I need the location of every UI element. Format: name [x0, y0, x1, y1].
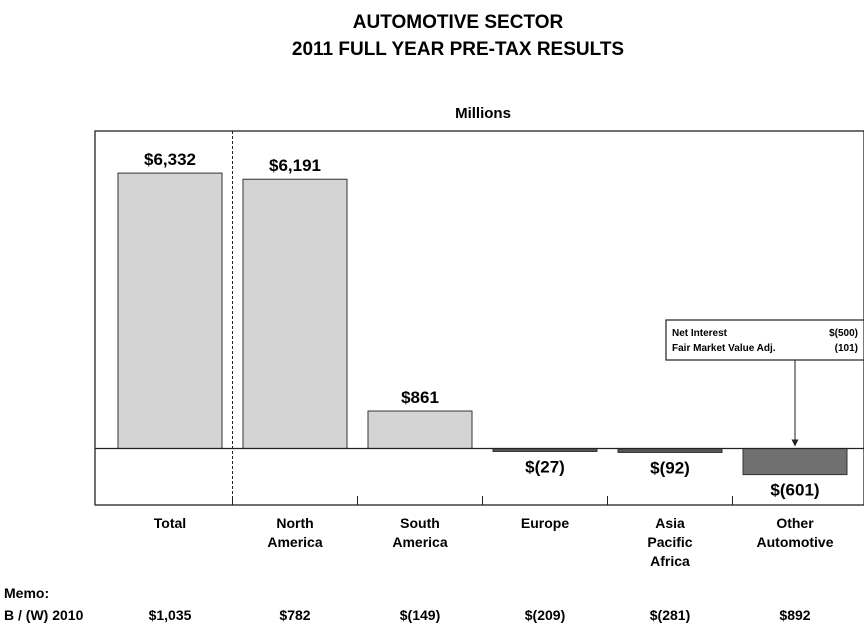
bar-value-label: $(92) — [650, 458, 690, 477]
memo-value: $(209) — [525, 607, 565, 623]
category-label: Other — [776, 515, 814, 531]
category-labels-layer: Total North America South America Europe Asia P… — [154, 515, 834, 569]
memo-label: Memo: — [4, 585, 49, 601]
category-label: Asia — [655, 515, 685, 531]
memo-value: $(149) — [400, 607, 440, 623]
memo-value: $(281) — [650, 607, 690, 623]
bar-value-label: $861 — [401, 388, 439, 407]
bar-value-label: $6,332 — [144, 150, 196, 169]
callout-row-value: (101) — [835, 343, 858, 354]
bar-value-label: $6,191 — [269, 156, 321, 175]
memo-comparison-label: B / (W) 2010 — [4, 607, 84, 623]
bar — [367, 410, 473, 449]
bar — [742, 447, 848, 476]
category-label: North — [276, 515, 313, 531]
value-labels-layer: $6,332 $6,191 $861 $(27) $(92) $(601) — [144, 150, 820, 500]
callout-frame — [665, 319, 864, 361]
chart-subtitle: 2011 FULL YEAR PRE-TAX RESULTS — [292, 39, 624, 60]
callout-row-label: Fair Market Value Adj. — [672, 343, 776, 354]
category-label: Pacific — [647, 534, 692, 550]
category-label: America — [267, 534, 322, 550]
category-label: Africa — [650, 553, 690, 569]
callout-row-value: $(500) — [829, 328, 858, 339]
memo-value: $782 — [279, 607, 310, 623]
bar — [242, 178, 348, 449]
category-label: America — [392, 534, 447, 550]
bar — [117, 172, 223, 449]
category-label: Automotive — [757, 534, 834, 550]
callout-arrowhead — [791, 439, 799, 447]
callout-box: Net Interest $(500) Fair Market Value Ad… — [665, 319, 864, 447]
category-label: Europe — [521, 515, 569, 531]
chart-title: AUTOMOTIVE SECTOR — [353, 12, 564, 33]
bars-layer — [117, 172, 848, 476]
callout-row-label: Net Interest — [672, 328, 728, 339]
memo-value: $1,035 — [149, 607, 192, 623]
memo-value: $892 — [779, 607, 810, 623]
units-label: Millions — [455, 105, 511, 122]
ticks-layer — [232, 496, 733, 505]
plot-frame — [94, 130, 864, 506]
bar-value-label: $(27) — [525, 457, 565, 476]
category-label: Total — [154, 515, 186, 531]
memo-values-row: $1,035 $782 $(149) $(209) $(281) $892 — [149, 607, 811, 623]
category-label: South — [400, 515, 440, 531]
bar-value-label: $(601) — [770, 481, 819, 500]
